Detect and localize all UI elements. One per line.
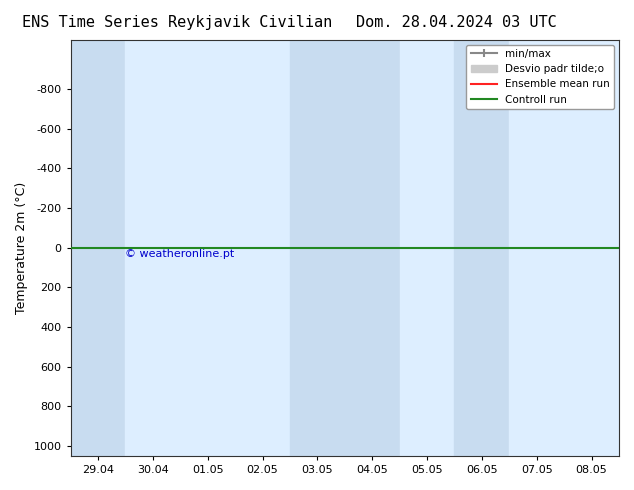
Bar xyxy=(509,40,564,456)
Bar xyxy=(290,40,345,456)
Legend: min/max, Desvio padr tilde;o, Ensemble mean run, Controll run: min/max, Desvio padr tilde;o, Ensemble m… xyxy=(467,45,614,109)
Bar xyxy=(126,40,180,456)
Bar xyxy=(70,40,126,456)
Y-axis label: Temperature 2m (°C): Temperature 2m (°C) xyxy=(15,182,28,314)
Bar xyxy=(564,40,619,456)
Bar xyxy=(399,40,455,456)
Bar xyxy=(345,40,399,456)
Text: © weatheronline.pt: © weatheronline.pt xyxy=(126,249,235,259)
Text: ENS Time Series Reykjavik Civilian: ENS Time Series Reykjavik Civilian xyxy=(22,15,333,30)
Text: Dom. 28.04.2024 03 UTC: Dom. 28.04.2024 03 UTC xyxy=(356,15,557,30)
Bar xyxy=(180,40,235,456)
Bar xyxy=(235,40,290,456)
Bar xyxy=(455,40,509,456)
